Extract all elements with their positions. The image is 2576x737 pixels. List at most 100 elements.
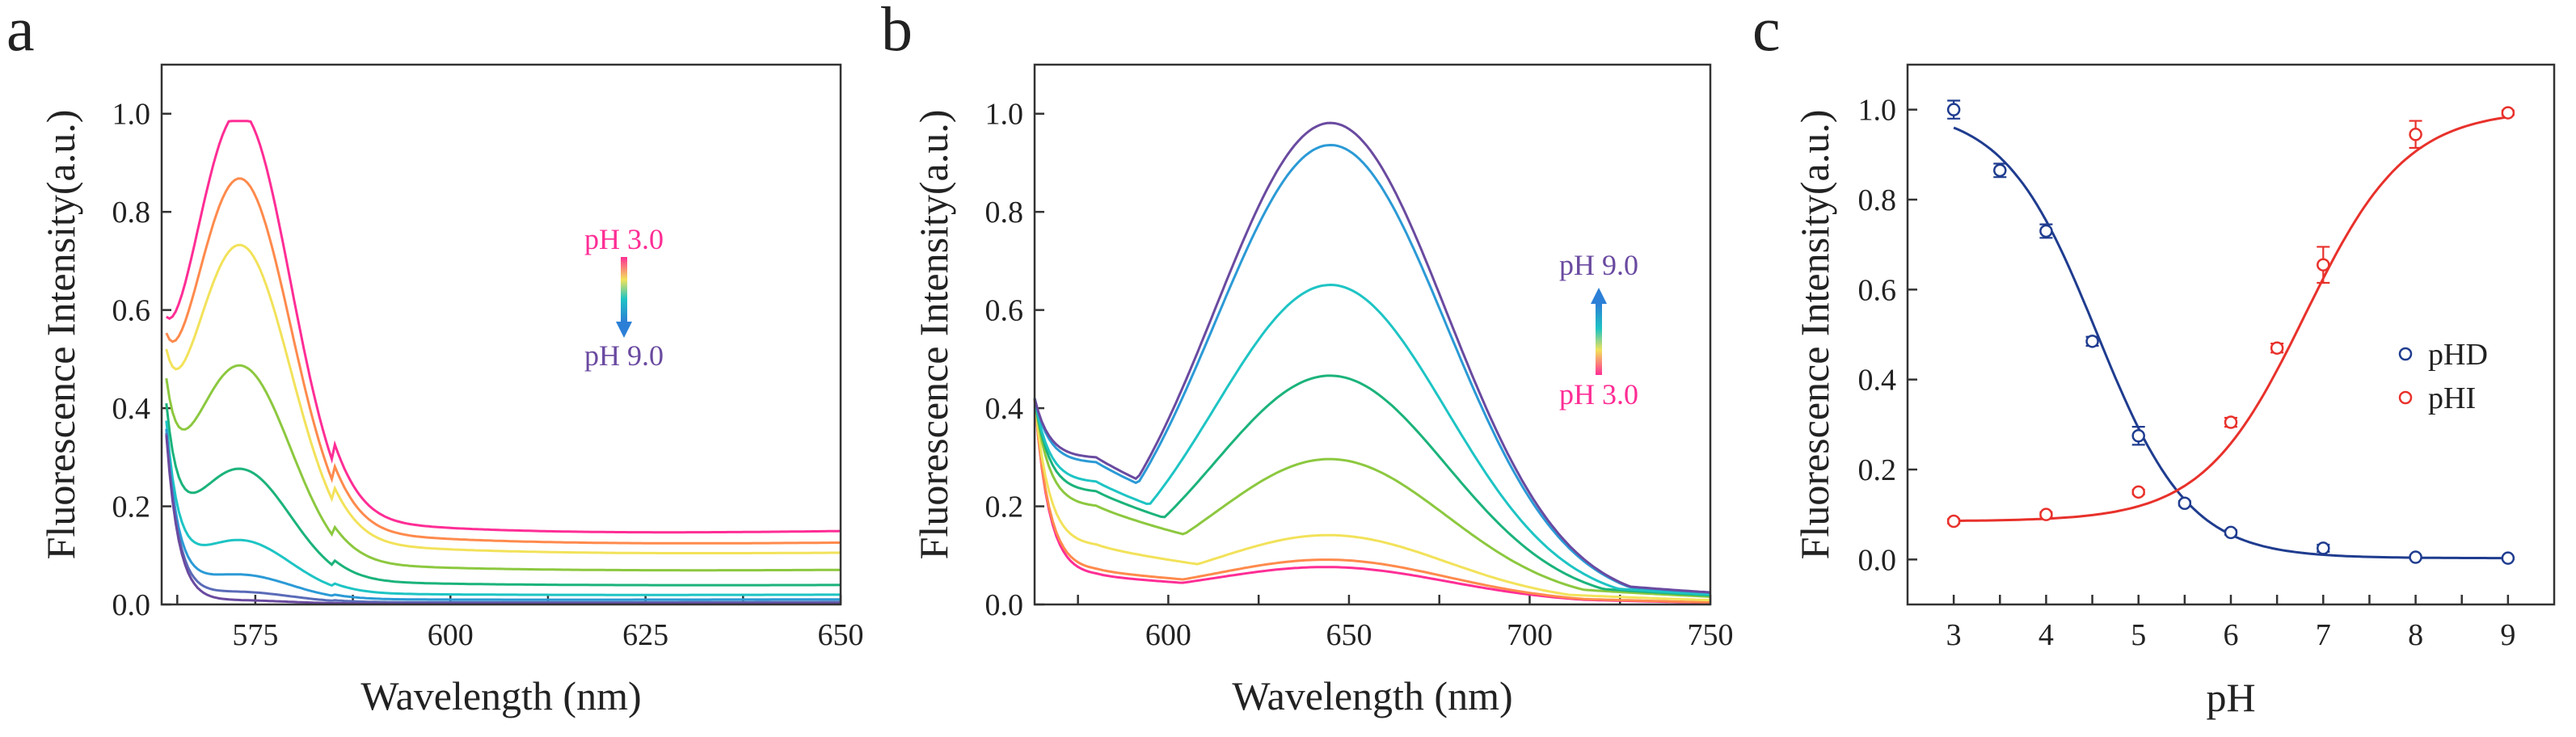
fit-curve-pHD: [1953, 126, 2508, 560]
panel-c-ylabel: Fluorescence Intensity(a.u.): [1792, 110, 1837, 560]
panel-a-anno-bottom: pH 9.0: [584, 339, 664, 372]
panel-a: a 0.0 0.2 0.4 0.6 0.8 1.0 575 600 625 650 Wavelen…: [6, 0, 864, 718]
xtick-label: 600: [428, 618, 474, 652]
data-point-pHI: [2039, 507, 2053, 521]
panel-b: b 0.0 0.2 0.4 0.6 0.8 1.0 600 650 700 750 Wavelen…: [881, 0, 1734, 718]
xtick-label: 600: [1145, 618, 1191, 652]
series-line-pH-6.0: [1033, 143, 1711, 594]
series-line-pH-4.0: [165, 243, 841, 554]
legend-marker-pHD: [2398, 347, 2413, 361]
panel-a-annotation: pH 3.0 pH 9.0: [584, 223, 664, 372]
data-point-pHD: [2317, 541, 2330, 555]
xtick-label: 6: [2224, 618, 2239, 652]
panel-a-xlabel: Wavelength (nm): [360, 673, 641, 718]
series-line-pH-3.5: [1033, 398, 1711, 604]
data-point-pHD: [2409, 550, 2422, 564]
panel-b-anno-bar: [1596, 304, 1602, 375]
data-point-pHD: [1946, 103, 1961, 116]
legend-label-pHD: pHD: [2428, 338, 2488, 372]
data-point-pHI: [2501, 106, 2515, 120]
ytick-label: 0.4: [1858, 364, 1897, 398]
data-point-pHI: [2317, 258, 2330, 272]
xtick-label: 575: [232, 618, 278, 652]
series-line-pH-3.5: [165, 177, 841, 545]
ytick-label: 0.8: [1858, 183, 1897, 217]
panel-c: c 0.0 0.2 0.4 0.6 0.8 1.0 3 4 5 6 7 8 9 pH Fluoresce…: [1752, 0, 2556, 720]
series-line-pH-3.0: [166, 120, 841, 534]
series-line-pH-5.5: [1033, 283, 1711, 596]
legend-label-pHI: pHI: [2428, 381, 2476, 415]
fit-curve-pHI: [1954, 116, 2509, 522]
panel-a-anno-arrow: [616, 322, 632, 338]
data-point-pHD: [2085, 335, 2099, 348]
panel-b-curves: [1033, 121, 1711, 604]
panel-a-anno-top: pH 3.0: [584, 223, 664, 255]
data-point-pHD: [2224, 525, 2238, 540]
xtick-label: 650: [1326, 618, 1372, 652]
ytick-label: 0.0: [112, 588, 151, 622]
data-point-pHD: [2131, 429, 2145, 443]
series-line-pH-5.5: [165, 420, 841, 596]
xtick-label: 700: [1507, 618, 1553, 652]
data-point-pHD: [2039, 224, 2053, 238]
ytick-label: 0.2: [1858, 453, 1897, 487]
ytick-label: 1.0: [1858, 94, 1897, 128]
panel-a-letter: a: [6, 0, 35, 64]
xtick-label: 3: [1946, 618, 1962, 652]
panel-b-anno-bottom: pH 3.0: [1559, 378, 1638, 411]
xtick-label: 650: [818, 618, 864, 652]
data-point-pHI: [2270, 341, 2284, 355]
panel-b-annotation: pH 9.0 pH 3.0: [1559, 249, 1638, 411]
data-point-pHD: [1993, 163, 2007, 178]
panel-c-letter: c: [1752, 0, 1781, 64]
panel-b-anno-arrow: [1591, 288, 1607, 304]
panel-b-letter: b: [881, 0, 913, 64]
data-point-pHI: [2224, 415, 2238, 429]
ytick-label: 0.6: [112, 294, 151, 328]
ytick-label: 0.4: [112, 392, 151, 426]
ytick-label: 0.8: [112, 196, 151, 230]
ytick-label: 1.0: [985, 98, 1024, 132]
panel-b-ticks: 0.0 0.2 0.4 0.6 0.8 1.0 600 650 700 750: [985, 98, 1734, 652]
series-line-pH-9.0: [1033, 121, 1711, 594]
panel-c-curves: [1946, 99, 2515, 565]
ytick-label: 0.6: [985, 294, 1024, 328]
xtick-label: 4: [2038, 618, 2054, 652]
xtick-label: 9: [2500, 618, 2515, 652]
ytick-label: 0.0: [1858, 543, 1897, 577]
series-line-pH-4.5: [165, 364, 841, 572]
series-line-pH-4.0: [1033, 398, 1711, 602]
series-line-pH-6.0: [165, 428, 841, 601]
panel-c-legend: pHD pHI: [2398, 338, 2488, 415]
panel-b-ylabel: Fluorescence Intensity(a.u.): [911, 110, 956, 560]
ytick-label: 1.0: [112, 98, 151, 132]
xtick-label: 625: [622, 618, 668, 652]
panel-b-frame: [1033, 63, 1712, 606]
panel-a-anno-bar: [621, 257, 627, 322]
panel-c-xlabel: pH: [2206, 675, 2255, 720]
panel-a-ticks: 0.0 0.2 0.4 0.6 0.8 1.0 575 600 625 650: [112, 98, 864, 652]
data-point-pHI: [2131, 485, 2145, 499]
xtick-label: 7: [2316, 618, 2331, 652]
panel-c-ticks: 0.0 0.2 0.4 0.6 0.8 1.0 3 4 5 6 7 8 9: [1858, 94, 2516, 652]
panel-a-ylabel: Fluorescence Intensity(a.u.): [38, 110, 83, 560]
series-line-pH-4.5: [1033, 398, 1711, 598]
data-point-pHD: [2501, 551, 2515, 565]
panel-a-curves: [165, 120, 841, 605]
xtick-label: 8: [2408, 618, 2423, 652]
series-line-pH-5.0: [1033, 374, 1711, 597]
ytick-label: 0.2: [985, 491, 1024, 524]
panel-c-frame: [1906, 63, 2556, 606]
legend-marker-pHI: [2398, 390, 2413, 405]
ytick-label: 0.4: [985, 392, 1024, 426]
series-line-pH-7.0: [165, 432, 841, 604]
xtick-label: 750: [1688, 618, 1734, 652]
ytick-label: 0.0: [985, 588, 1024, 622]
data-point-pHD: [2178, 496, 2192, 510]
panel-b-xlabel: Wavelength (nm): [1232, 673, 1512, 718]
data-point-pHI: [2409, 128, 2422, 141]
panel-b-anno-top: pH 9.0: [1559, 249, 1638, 281]
series-line-pH-5.0: [165, 402, 841, 587]
data-point-pHI: [1946, 514, 1961, 529]
